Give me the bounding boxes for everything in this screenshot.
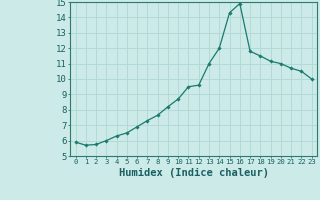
X-axis label: Humidex (Indice chaleur): Humidex (Indice chaleur) — [119, 168, 268, 178]
